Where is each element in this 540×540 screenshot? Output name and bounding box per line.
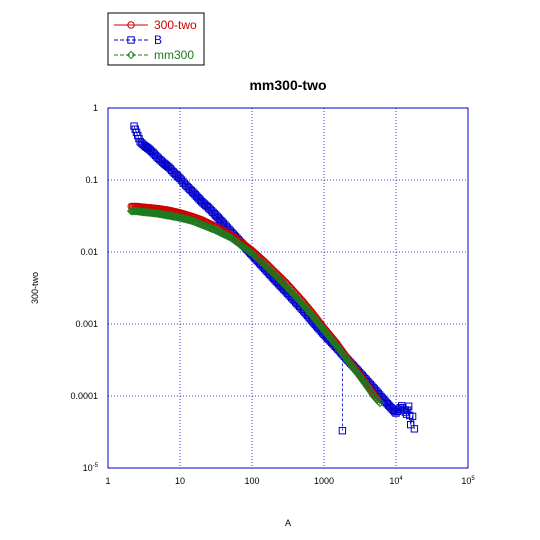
data-point (147, 147, 156, 156)
x-tick-labels: 1 10 100 1000 104 105 (105, 476, 475, 486)
y-tick-label: 0.01 (80, 247, 98, 257)
x-tick-label: 105 (461, 476, 475, 486)
data-point (163, 162, 172, 171)
data-point (196, 196, 205, 205)
data-point (403, 406, 412, 414)
x-tick-label: 100 (244, 476, 259, 486)
y-tick-label: 0.0001 (70, 391, 98, 401)
data-point (128, 206, 137, 216)
x-tick-label: 10 (175, 476, 185, 486)
data-point (208, 224, 218, 234)
y-tick-label: 0.001 (75, 319, 98, 329)
data-point (384, 401, 393, 409)
outlier-point (338, 426, 347, 435)
x-tick-label: 104 (389, 476, 403, 486)
legend-entry: 300-two (114, 18, 197, 32)
legend-marker (127, 36, 135, 44)
legend-entry: B (114, 33, 162, 47)
data-point (408, 412, 417, 421)
data-point (386, 402, 394, 411)
data-point (375, 398, 385, 408)
data-point (383, 400, 392, 408)
data-point (410, 425, 419, 433)
series-mm300 (126, 206, 385, 408)
legend-label: 300-two (154, 18, 197, 32)
chart-title: mm300-two (249, 77, 326, 93)
legend-box (107, 12, 205, 66)
legend-entry: mm300 (114, 48, 194, 62)
legend-label: B (154, 33, 162, 47)
y-axis-label: 300-two (30, 272, 40, 304)
plot-frame (107, 107, 469, 469)
legend-marker (126, 50, 136, 60)
x-axis-label: A (285, 518, 291, 528)
data-point (404, 402, 413, 410)
y-tick-label: 0.1 (85, 175, 98, 185)
y-tick-label: 10-5 (83, 463, 99, 473)
y-tick-label: 1 (93, 103, 98, 113)
grid (108, 108, 468, 468)
plot-series (126, 122, 419, 435)
y-tick-labels: 1 0.1 0.01 0.001 0.0001 10-5 (70, 103, 98, 473)
data-point (146, 146, 154, 154)
x-tick-label: 1000 (314, 476, 334, 486)
x-tick-label: 1 (105, 476, 110, 486)
legend-marker (127, 21, 135, 29)
legend-label: mm300 (154, 48, 194, 62)
